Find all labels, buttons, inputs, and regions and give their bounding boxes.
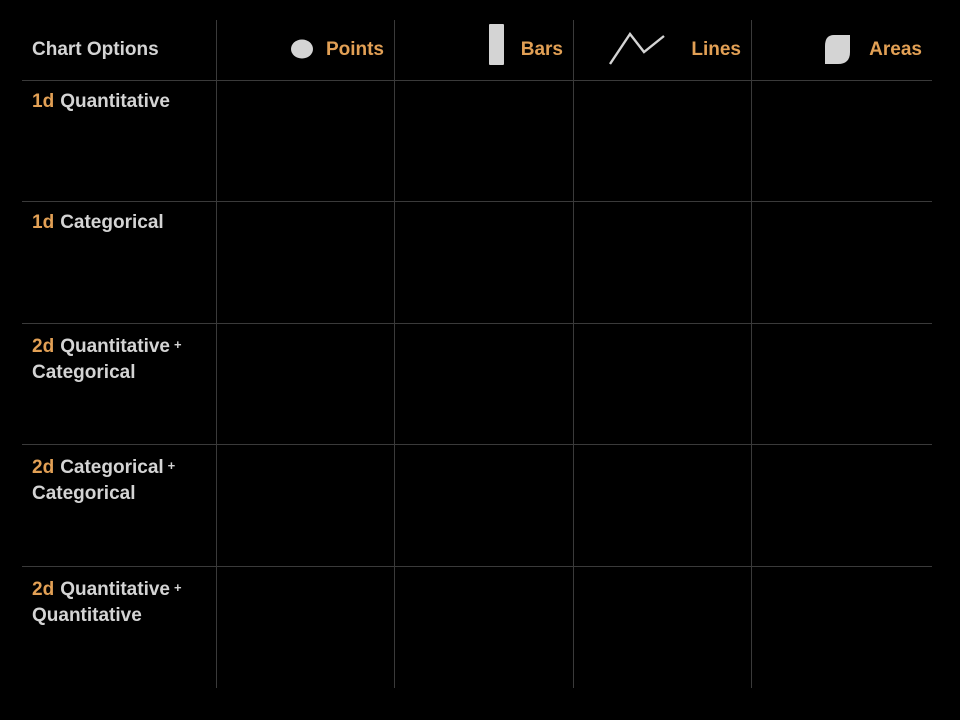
dimension-tag: 2d bbox=[32, 336, 55, 357]
bar-icon bbox=[489, 24, 504, 65]
row-label-text: Categorical bbox=[60, 212, 164, 233]
grid-line-horizontal bbox=[22, 566, 932, 567]
line-zigzag-icon bbox=[609, 32, 665, 65]
dimension-tag: 2d bbox=[32, 579, 55, 600]
corner-label: Chart Options bbox=[32, 39, 159, 60]
column-header-label: Lines bbox=[691, 39, 741, 60]
row-label-text-second: Categorical bbox=[32, 362, 136, 383]
grid-line-horizontal bbox=[22, 201, 932, 202]
dimension-tag: 2d bbox=[32, 457, 55, 478]
column-header-lines: Lines bbox=[574, 20, 751, 80]
row-label-1d-quantitative: 1d Quantitative bbox=[32, 89, 212, 115]
plus-sign: + bbox=[174, 580, 182, 595]
column-header-label: Bars bbox=[520, 39, 563, 60]
grid-line-vertical bbox=[394, 20, 395, 688]
chart-options-grid: Chart Options Points Bars Lines Areas 1d… bbox=[22, 20, 932, 688]
column-header-points: Points bbox=[217, 20, 394, 80]
row-label-text: Quantitative bbox=[60, 336, 170, 357]
column-header-label: Points bbox=[325, 39, 384, 60]
plus-sign: + bbox=[167, 458, 176, 473]
dimension-tag: 1d bbox=[32, 212, 55, 233]
column-header-bars: Bars bbox=[395, 20, 573, 80]
grid-line-horizontal bbox=[22, 444, 932, 445]
column-header-areas: Areas bbox=[752, 20, 932, 80]
row-label-text-second: Categorical bbox=[32, 483, 136, 504]
grid-line-horizontal bbox=[22, 80, 932, 81]
column-header-label: Areas bbox=[869, 39, 922, 60]
row-label-2d-quantitative-quantitative: 2d Quantitative + Quantitative bbox=[32, 575, 212, 629]
row-label-1d-categorical: 1d Categorical bbox=[32, 210, 212, 236]
dimension-tag: 1d bbox=[32, 91, 55, 112]
row-label-text: Quantitative bbox=[60, 91, 170, 112]
row-label-2d-quantitative-categorical: 2d Quantitative + Categorical bbox=[32, 332, 212, 386]
circle-icon bbox=[291, 39, 313, 59]
row-label-text-second: Quantitative bbox=[32, 605, 142, 626]
grid-line-vertical bbox=[216, 20, 217, 688]
row-label-2d-categorical-categorical: 2d Categorical + Categorical bbox=[32, 453, 212, 507]
plus-sign: + bbox=[174, 337, 182, 352]
row-label-text: Categorical bbox=[60, 457, 164, 478]
row-label-text: Quantitative bbox=[60, 579, 170, 600]
grid-line-vertical bbox=[573, 20, 574, 688]
grid-line-horizontal bbox=[22, 323, 932, 324]
grid-line-vertical bbox=[751, 20, 752, 688]
leaf-area-icon bbox=[825, 35, 850, 64]
